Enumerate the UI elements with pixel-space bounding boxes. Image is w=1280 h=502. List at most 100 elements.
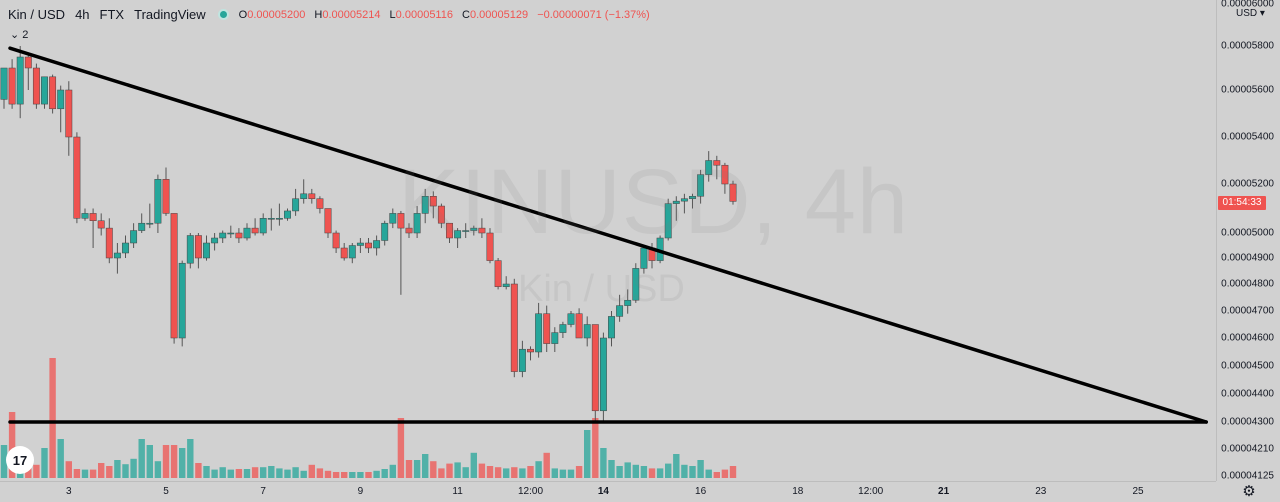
volume-bar xyxy=(648,468,656,478)
candle-body xyxy=(122,242,129,254)
volume-bar xyxy=(405,460,413,478)
volume-bar xyxy=(324,470,332,478)
descending-resistance-trendline xyxy=(8,46,1208,424)
tradingview-logo-icon[interactable]: 17 xyxy=(6,446,34,474)
volume-bar xyxy=(584,430,591,478)
candle-body xyxy=(251,227,259,234)
high-value: 0.00005214 xyxy=(322,8,381,21)
volume-bar xyxy=(592,418,599,478)
volume-bar xyxy=(179,448,186,478)
volume-bar xyxy=(543,452,550,478)
gear-icon[interactable]: ⚙ xyxy=(1242,483,1256,500)
candle-body xyxy=(308,193,316,199)
volume-bar xyxy=(332,472,340,478)
open-value: 0.00005200 xyxy=(247,8,306,21)
time-tick-label: 3 xyxy=(66,486,72,497)
volume-bar xyxy=(462,467,469,478)
volume-bar xyxy=(397,418,405,478)
volume-bar xyxy=(162,445,170,478)
candle-body xyxy=(235,232,243,239)
volume-bar xyxy=(559,469,567,478)
volume-bar xyxy=(341,472,348,478)
price-tick-label: 0.00004900 xyxy=(1221,252,1274,264)
candle-body xyxy=(697,174,705,197)
price-tick-label: 0.00005600 xyxy=(1221,84,1274,96)
candle-body xyxy=(348,245,356,259)
candle-body xyxy=(65,89,73,138)
volume-bar xyxy=(89,469,97,478)
volume-bar xyxy=(33,464,40,478)
volume-bar xyxy=(0,445,8,478)
close-label: C xyxy=(462,8,470,21)
currency-label: USD xyxy=(1236,8,1258,19)
price-axis[interactable]: 0.00006000 0.00005800 0.00005600 0.00005400… xyxy=(1216,0,1280,482)
volume-bar xyxy=(486,466,494,478)
time-tick-label: 11 xyxy=(452,486,463,497)
candle-body xyxy=(494,260,502,287)
currency-selector[interactable]: USD ▾ xyxy=(1236,8,1265,19)
candle-body xyxy=(365,242,372,249)
volume-bar xyxy=(146,445,153,478)
legend-symbol[interactable]: Kin / USD xyxy=(8,7,66,22)
volume-bar xyxy=(268,466,275,478)
volume-bar xyxy=(243,469,251,478)
candle-body xyxy=(705,160,713,175)
volume-bar xyxy=(616,466,623,478)
volume-bar xyxy=(276,468,283,478)
open-label: O xyxy=(238,8,248,21)
volume-bar xyxy=(227,469,234,478)
candle-body xyxy=(284,210,291,219)
volume-bar xyxy=(170,445,178,478)
low-label: L xyxy=(389,8,396,21)
candle-body xyxy=(292,198,300,212)
volume-bar xyxy=(41,448,48,478)
price-tick-label: 0.00005800 xyxy=(1221,40,1274,52)
indicators-count: 2 xyxy=(22,29,29,41)
volume-bar xyxy=(365,472,372,478)
volume-bar xyxy=(122,464,129,478)
volume-bar xyxy=(624,462,631,478)
candle-body xyxy=(527,348,534,353)
time-tick-label: 12:00 xyxy=(517,486,544,497)
price-tick-label: 0.00005000 xyxy=(1221,227,1274,239)
volume-bar xyxy=(316,468,324,478)
volume-bar xyxy=(8,412,16,478)
close-value: 0.00005129 xyxy=(470,8,529,21)
candle-body xyxy=(397,213,405,229)
candle-body xyxy=(462,230,470,232)
chart-pane[interactable] xyxy=(0,0,1216,481)
volume-bar xyxy=(430,461,437,478)
candle-body xyxy=(680,198,688,202)
candle-body xyxy=(389,213,397,224)
candle-body xyxy=(486,232,494,261)
time-tick-label: 23 xyxy=(1035,486,1047,497)
volume-bar xyxy=(665,463,672,478)
volume-bar xyxy=(251,467,259,478)
candle-body xyxy=(243,227,251,239)
volume-bar xyxy=(575,466,583,478)
candle-body xyxy=(543,313,551,344)
indicators-collapse-button[interactable]: ⌄ 2 xyxy=(10,28,28,41)
time-tick-label: 21 xyxy=(938,486,950,497)
price-tick-label: 0.00004300 xyxy=(1221,416,1274,428)
volume-bar xyxy=(260,467,267,478)
candle-body xyxy=(510,283,518,372)
candle-body xyxy=(57,89,65,110)
candle-body xyxy=(599,337,607,412)
volume-bar xyxy=(640,466,648,478)
price-tick-label: 0.00004400 xyxy=(1221,388,1274,400)
price-chart[interactable] xyxy=(0,0,1216,481)
candle-body xyxy=(672,200,680,204)
legend-interval[interactable]: 4h xyxy=(75,7,90,22)
volume-bar xyxy=(551,468,558,478)
candle-body xyxy=(405,227,413,234)
price-tick-label: 0.00005200 xyxy=(1221,178,1274,190)
volume-bar xyxy=(65,461,72,478)
time-axis[interactable]: 3 5 7 9 11 12:00 14 16 18 12:00 21 23 25 xyxy=(0,481,1216,502)
time-tick-label: 7 xyxy=(260,486,266,497)
volume-bar xyxy=(284,469,291,478)
legend-source: TradingView xyxy=(134,7,206,22)
candle-body xyxy=(713,160,721,166)
candle-body xyxy=(113,252,121,259)
candle-body xyxy=(32,67,40,105)
